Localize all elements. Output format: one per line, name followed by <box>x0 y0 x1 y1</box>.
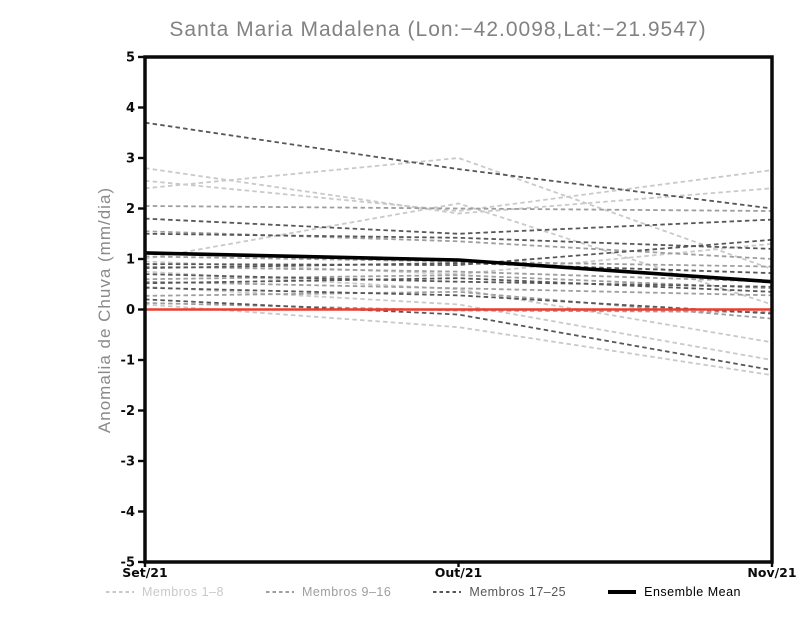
member-line <box>144 270 773 344</box>
member-line <box>144 285 773 361</box>
x-tick-label: Nov/21 <box>747 565 796 580</box>
member-line <box>144 286 773 315</box>
y-tick-label: 0 <box>126 303 135 318</box>
member-line <box>144 205 773 212</box>
member-line <box>144 303 773 377</box>
legend-label: Membros 9–16 <box>301 585 392 599</box>
dashed-line-swatch <box>106 591 134 593</box>
y-tick-label: 4 <box>126 101 135 116</box>
legend-item-membros-17-25: Membros 17–25 <box>433 585 566 599</box>
member-line <box>144 290 773 320</box>
legend-item-ensemble-mean: Ensemble Mean <box>608 585 741 599</box>
y-tick-label: -1 <box>121 354 135 369</box>
chart-title: Santa Maria Madalena (Lon:−42.0098,Lat:−… <box>169 18 707 41</box>
ensemble-mean-line <box>144 251 773 284</box>
member-line <box>144 167 773 215</box>
member-line <box>144 273 773 288</box>
member-line <box>144 217 773 235</box>
member-line <box>144 169 773 212</box>
dashed-line-swatch <box>433 591 462 593</box>
y-tick-label: -3 <box>121 455 135 470</box>
member-line <box>144 298 773 371</box>
member-line <box>144 274 773 290</box>
member-line <box>144 302 773 313</box>
y-tick-label: 1 <box>126 253 135 268</box>
legend: Membros 1–8 Membros 9–16 Membros 17–25 E… <box>106 585 741 599</box>
y-tick-label: -2 <box>121 404 135 419</box>
legend-label: Membros 17–25 <box>469 585 567 599</box>
solid-line-swatch <box>608 590 637 594</box>
dashed-line-swatch <box>265 591 294 593</box>
y-tick-label: 2 <box>126 202 135 217</box>
x-tick-label: Set/21 <box>122 565 167 580</box>
member-line <box>144 121 773 210</box>
member-line <box>144 262 773 275</box>
legend-label: Membros 1–8 <box>142 585 224 599</box>
y-tick-label: -5 <box>121 556 135 571</box>
member-line <box>144 238 773 266</box>
legend-item-membros-9-16: Membros 9–16 <box>265 585 392 599</box>
member-line <box>144 265 773 283</box>
y-tick-label: -4 <box>121 505 135 520</box>
y-tick-label: 3 <box>126 152 135 167</box>
legend-item-membros-1-8: Membros 1–8 <box>106 585 224 599</box>
member-line <box>144 280 773 297</box>
y-tick-label: 5 <box>126 51 135 66</box>
member-line <box>144 232 773 250</box>
member-line <box>144 255 773 268</box>
member-line <box>144 202 773 306</box>
legend-label: Ensemble Mean <box>644 585 741 599</box>
member-line <box>144 277 773 293</box>
x-tick-label: Out/21 <box>435 565 482 580</box>
